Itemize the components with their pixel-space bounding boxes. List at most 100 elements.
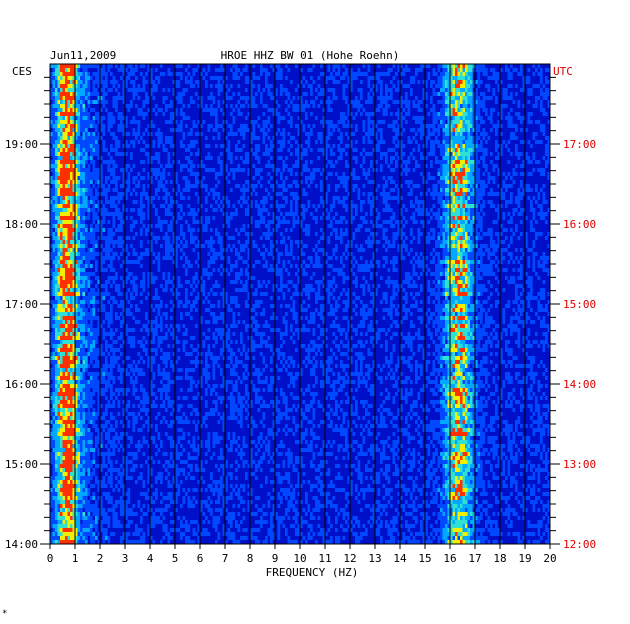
heatmap-cell (142, 224, 146, 228)
heatmap-cell (297, 96, 301, 100)
heatmap-cell (125, 256, 128, 260)
heatmap-cell (462, 92, 466, 96)
heatmap-cell (242, 248, 246, 252)
heatmap-cell (77, 152, 81, 156)
heatmap-cell (282, 136, 286, 140)
heatmap-cell (370, 260, 373, 264)
heatmap-cell (217, 104, 221, 108)
heatmap-cell (60, 64, 63, 68)
heatmap-cell (470, 192, 473, 196)
heatmap-cell (470, 124, 473, 128)
heatmap-cell (425, 208, 428, 212)
heatmap-cell (180, 164, 183, 168)
heatmap-cell (117, 84, 121, 88)
heatmap-cell (370, 164, 373, 168)
heatmap-cell (295, 108, 298, 112)
heatmap-cell (320, 200, 323, 204)
heatmap-cell (507, 172, 511, 176)
heatmap-cell (350, 220, 353, 224)
heatmap-cell (72, 144, 76, 148)
heatmap-cell (422, 80, 426, 84)
heatmap-cell (392, 264, 396, 268)
heatmap-cell (395, 136, 398, 140)
heatmap-cell (442, 216, 446, 220)
heatmap-cell (262, 128, 266, 132)
heatmap-cell (367, 244, 371, 248)
heatmap-cell (447, 212, 451, 216)
heatmap-cell (205, 216, 208, 220)
heatmap-cell (212, 128, 216, 132)
heatmap-cell (275, 108, 278, 112)
heatmap-cell (455, 224, 458, 228)
heatmap-cell (82, 232, 86, 236)
heatmap-cell (140, 212, 143, 216)
heatmap-cell (547, 136, 551, 140)
heatmap-cell (60, 180, 63, 184)
heatmap-cell (72, 244, 76, 248)
heatmap-cell (390, 196, 393, 200)
heatmap-cell (72, 80, 76, 84)
heatmap-cell (420, 124, 423, 128)
heatmap-cell (107, 240, 111, 244)
heatmap-cell (417, 108, 421, 112)
heatmap-cell (70, 216, 73, 220)
heatmap-cell (280, 172, 283, 176)
heatmap-cell (335, 244, 338, 248)
heatmap-cell (477, 64, 481, 68)
heatmap-cell (197, 228, 201, 232)
heatmap-cell (52, 180, 56, 184)
heatmap-cell (475, 188, 478, 192)
heatmap-cell (395, 112, 398, 116)
heatmap-cell (100, 184, 103, 188)
heatmap-cell (477, 236, 481, 240)
heatmap-cell (387, 240, 391, 244)
heatmap-cell (270, 204, 273, 208)
heatmap-cell (55, 76, 58, 80)
heatmap-cell (57, 112, 61, 116)
heatmap-cell (397, 112, 401, 116)
heatmap-cell (155, 172, 158, 176)
heatmap-cell (82, 264, 86, 268)
heatmap-cell (137, 124, 141, 128)
heatmap-cell (497, 144, 501, 148)
heatmap-cell (197, 96, 201, 100)
heatmap-cell (197, 172, 201, 176)
heatmap-cell (167, 152, 171, 156)
heatmap-cell (385, 200, 388, 204)
heatmap-cell (355, 112, 358, 116)
heatmap-cell (185, 256, 188, 260)
heatmap-cell (280, 184, 283, 188)
heatmap-cell (360, 164, 363, 168)
heatmap-cell (290, 144, 293, 148)
heatmap-cell (52, 64, 56, 68)
heatmap-cell (350, 68, 353, 72)
heatmap-cell (447, 256, 451, 260)
heatmap-cell (465, 64, 468, 68)
heatmap-cell (187, 184, 191, 188)
heatmap-cell (365, 176, 368, 180)
heatmap-cell (102, 256, 106, 260)
heatmap-cell (67, 124, 71, 128)
heatmap-cell (282, 184, 286, 188)
heatmap-cell (80, 228, 83, 232)
heatmap-cell (297, 216, 301, 220)
heatmap-cell (65, 164, 68, 168)
heatmap-cell (145, 144, 148, 148)
heatmap-cell (70, 184, 73, 188)
heatmap-cell (85, 264, 88, 268)
heatmap-cell (92, 236, 96, 240)
heatmap-cell (345, 248, 348, 252)
heatmap-cell (452, 152, 456, 156)
heatmap-cell (527, 156, 531, 160)
heatmap-cell (220, 152, 223, 156)
heatmap-cell (500, 252, 503, 256)
heatmap-cell (75, 244, 78, 248)
heatmap-cell (82, 224, 86, 228)
heatmap-cell (62, 216, 66, 220)
heatmap-cell (465, 220, 468, 224)
heatmap-cell (535, 140, 538, 144)
heatmap-cell (225, 120, 228, 124)
heatmap-cell (282, 160, 286, 164)
heatmap-cell (60, 164, 63, 168)
heatmap-cell (532, 260, 536, 264)
